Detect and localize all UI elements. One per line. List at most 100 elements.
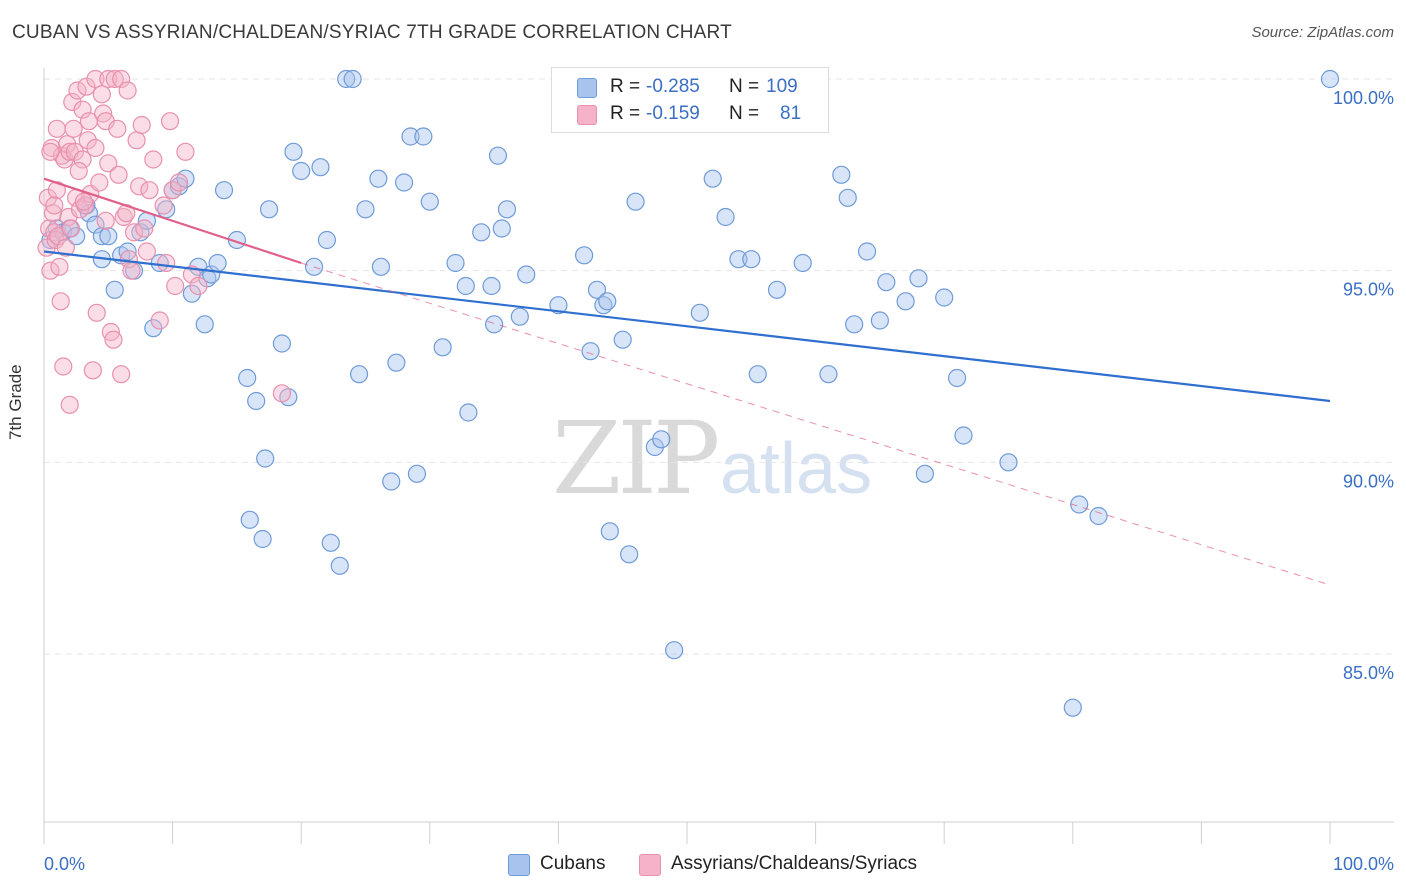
legend-n-value: 109 — [766, 76, 798, 97]
cuban-point — [857, 242, 877, 261]
cuban-point — [665, 641, 684, 660]
cuban-point — [321, 533, 340, 552]
assyrian-point — [54, 357, 73, 376]
cuban-point — [832, 165, 851, 184]
cuban-point — [459, 403, 478, 422]
cuban-point — [118, 242, 137, 261]
watermark-atlas: atlas — [720, 429, 873, 509]
cuban-point — [716, 207, 735, 227]
cuban-point — [284, 142, 303, 161]
cuban-point — [238, 368, 257, 388]
assyrian-point — [160, 112, 180, 131]
x-tick-label: 0.0% — [44, 854, 85, 874]
cuban-point — [414, 127, 433, 146]
legend-n-label: N = — [729, 76, 760, 97]
assyrian-point — [122, 261, 141, 280]
cuban-point — [195, 315, 214, 334]
assyrian-point — [64, 119, 83, 138]
cuban-point — [793, 253, 812, 273]
cuban-point — [472, 223, 491, 242]
legend-n-label: N = — [729, 103, 760, 124]
assyrian-point — [166, 276, 185, 296]
cuban-point — [86, 215, 105, 234]
cuban-point — [598, 292, 617, 311]
assyrian-point — [78, 131, 97, 150]
cuban-point — [620, 545, 639, 564]
cuban-point — [915, 464, 935, 483]
assyrian-point — [83, 361, 102, 380]
cuban-point — [311, 158, 330, 177]
assyrian-point — [150, 311, 169, 330]
cuban-point — [742, 250, 761, 269]
cuban-point — [247, 391, 266, 411]
cuban-point — [935, 288, 954, 307]
assyrian-point — [68, 81, 87, 100]
assyrian-point — [130, 177, 149, 196]
assyrian-point — [47, 181, 66, 200]
cuban-point — [492, 219, 511, 238]
cuban-point — [343, 69, 362, 89]
x-tick-label: 100.0% — [1333, 854, 1394, 874]
cuban-point — [600, 522, 619, 541]
cuban-point — [729, 250, 748, 269]
cuban-point — [896, 292, 915, 311]
assyrian-point — [92, 85, 111, 104]
assyrian-point — [99, 69, 118, 89]
cuban-point — [581, 342, 600, 361]
chart-title: CUBAN VS ASSYRIAN/CHALDEAN/SYRIAC 7TH GR… — [12, 22, 732, 43]
cuban-point — [549, 296, 568, 315]
assyrian-point — [119, 250, 138, 269]
assyrian-point — [63, 92, 82, 112]
y-tick-label: 95.0% — [1343, 280, 1394, 300]
cuban-point — [330, 556, 349, 575]
source-label: Source: ZipAtlas.com — [1251, 24, 1394, 41]
cuban-point — [456, 276, 475, 296]
assyrian-point — [65, 142, 84, 161]
assyrian-point — [61, 219, 81, 238]
bottom-legend-label-cubans: Cubans — [540, 853, 606, 874]
assyrian-point — [47, 119, 66, 138]
assyrians-trend-extension — [301, 262, 1331, 586]
cuban-point — [626, 192, 645, 211]
assyrian-point — [169, 173, 189, 192]
cuban-point — [259, 200, 279, 219]
cuban-point — [767, 280, 787, 299]
cuban-point — [819, 365, 838, 384]
assyrian-point — [86, 69, 105, 89]
y-tick-label: 85.0% — [1343, 663, 1394, 683]
cuban-point — [371, 257, 391, 276]
assyrian-point — [189, 276, 208, 296]
bottom-legend-swatch-assyrians — [639, 854, 661, 876]
cuban-point — [877, 273, 896, 292]
cuban-point — [587, 280, 607, 299]
cuban-point — [690, 303, 709, 322]
cuban-point — [845, 315, 864, 334]
assyrian-point — [105, 69, 124, 89]
cuban-point — [652, 430, 671, 449]
cuban-point — [349, 365, 369, 384]
assyrian-point — [176, 142, 195, 161]
cuban-point — [517, 265, 536, 284]
cuban-point — [387, 353, 406, 372]
cuban-point — [485, 315, 504, 334]
assyrian-point — [45, 196, 64, 215]
assyrian-point — [112, 69, 131, 89]
assyrian-point — [104, 330, 123, 349]
cuban-point — [99, 227, 118, 246]
assyrian-point — [108, 119, 127, 138]
assyrian-point — [144, 150, 163, 169]
assyrian-point — [69, 161, 88, 181]
bottom-legend-label-assyrians: Assyrians/Chaldeans/Syriacs — [671, 853, 918, 874]
cuban-point — [433, 338, 452, 357]
assyrian-point — [137, 242, 156, 261]
cuban-point — [446, 253, 465, 273]
cubans-trend-line — [43, 250, 1331, 403]
assyrian-point — [135, 219, 154, 238]
cuban-point — [703, 169, 722, 188]
assyrian-point — [112, 365, 131, 384]
assyrian-point — [50, 257, 69, 276]
cuban-point — [1070, 495, 1089, 514]
assyrian-point — [60, 395, 79, 414]
cuban-point — [356, 200, 375, 219]
legend-r-label: R = — [610, 103, 641, 124]
